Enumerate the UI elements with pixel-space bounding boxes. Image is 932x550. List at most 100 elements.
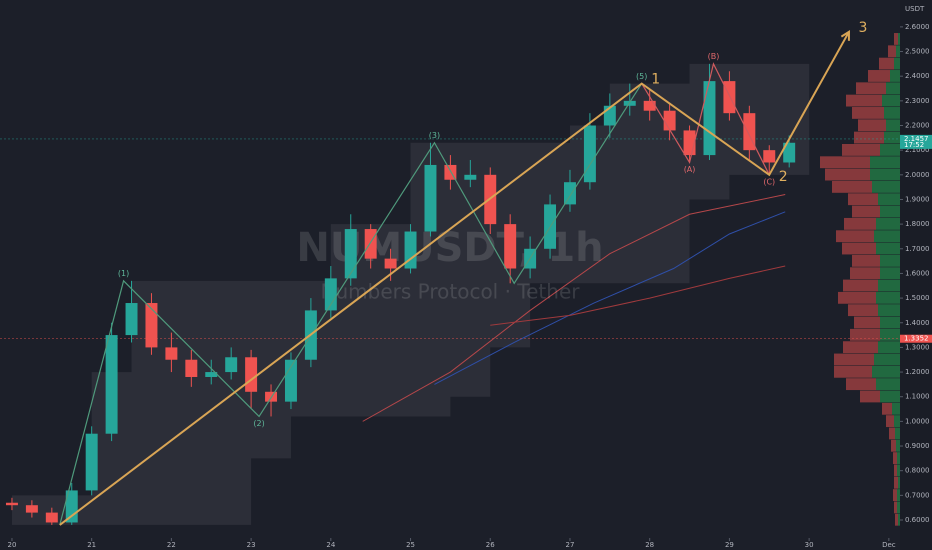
y-tick-label: 1.4000 bbox=[905, 319, 930, 327]
moving-average bbox=[490, 265, 786, 326]
profile-buy bbox=[880, 328, 900, 341]
profile-sell bbox=[879, 57, 894, 70]
profile-buy bbox=[895, 427, 900, 440]
profile-buy bbox=[880, 254, 900, 267]
candle-body bbox=[225, 357, 238, 373]
watermark-title: NUMUSDT, 1h bbox=[296, 225, 603, 271]
profile-buy bbox=[872, 180, 900, 193]
wave-line bbox=[59, 31, 850, 526]
candle-body bbox=[284, 359, 297, 402]
candle-body bbox=[344, 229, 357, 279]
y-tick-label: 0.6000 bbox=[905, 516, 930, 524]
candle-body bbox=[324, 278, 337, 311]
profile-sell bbox=[852, 205, 880, 218]
profile-sell bbox=[894, 501, 897, 514]
profile-buy bbox=[897, 489, 900, 502]
profile-buy bbox=[874, 353, 900, 366]
profile-buy bbox=[878, 341, 900, 354]
candle-body bbox=[424, 164, 437, 232]
profile-buy bbox=[898, 476, 900, 489]
candle-body bbox=[583, 125, 596, 183]
profile-buy bbox=[898, 33, 900, 45]
wave-label: 1 bbox=[651, 72, 660, 88]
wave-label: (3) bbox=[429, 131, 440, 140]
profile-buy bbox=[870, 156, 900, 169]
candle-body bbox=[384, 258, 397, 269]
y-tick-label: 2.5000 bbox=[905, 48, 930, 56]
profile-buy bbox=[876, 378, 900, 391]
candle-body bbox=[743, 113, 756, 151]
profile-buy bbox=[874, 230, 900, 243]
y-tick-label: 2.2000 bbox=[905, 122, 930, 130]
profile-sell bbox=[894, 476, 898, 489]
profile-sell bbox=[843, 341, 878, 354]
profile-buy bbox=[870, 168, 900, 181]
wave-label: 2 bbox=[779, 169, 788, 185]
profile-sell bbox=[893, 489, 897, 502]
candle-body bbox=[723, 81, 736, 114]
profile-buy bbox=[876, 242, 900, 255]
profile-buy bbox=[890, 70, 900, 82]
profile-sell bbox=[848, 193, 878, 206]
wave-arrow-head bbox=[840, 29, 850, 41]
profile-sell bbox=[854, 131, 884, 144]
candle-body bbox=[404, 231, 417, 269]
x-tick-label: 30 bbox=[805, 541, 814, 549]
candle-body bbox=[85, 433, 98, 491]
profile-sell bbox=[846, 378, 876, 391]
profile-buy bbox=[878, 279, 900, 292]
x-tick-label: 25 bbox=[406, 541, 415, 549]
profile-sell bbox=[834, 353, 874, 366]
wave-label: 3 bbox=[859, 20, 868, 36]
wave-label: (5) bbox=[636, 72, 647, 81]
profile-buy bbox=[882, 94, 900, 107]
y-tick-label: 2.0000 bbox=[905, 171, 930, 179]
y-tick-label: 1.8000 bbox=[905, 220, 930, 228]
x-tick-label: 21 bbox=[87, 541, 96, 549]
profile-sell bbox=[850, 328, 880, 341]
x-tick-label: 29 bbox=[725, 541, 734, 549]
y-tick-label: 1.9000 bbox=[905, 195, 930, 203]
wave-label: (A) bbox=[684, 165, 696, 174]
profile-sell bbox=[893, 452, 897, 465]
profile-buy bbox=[886, 119, 900, 132]
profile-buy bbox=[876, 217, 900, 230]
y-unit: USDT bbox=[905, 5, 925, 13]
y-tick-label: 1.2000 bbox=[905, 368, 930, 376]
profile-sell bbox=[852, 254, 880, 267]
profile-buy bbox=[880, 267, 900, 280]
profile-sell bbox=[843, 279, 878, 292]
profile-buy bbox=[884, 131, 900, 144]
profile-sell bbox=[846, 94, 882, 107]
profile-buy bbox=[892, 402, 900, 415]
candle-body bbox=[25, 505, 38, 513]
moving-average bbox=[362, 194, 786, 422]
candle-body bbox=[783, 142, 796, 163]
profile-sell bbox=[848, 304, 878, 317]
price-tag bbox=[900, 134, 932, 149]
profile-buy bbox=[896, 439, 900, 452]
x-tick-label: 22 bbox=[167, 541, 176, 549]
candle-body bbox=[643, 100, 656, 111]
x-tick-label: Dec bbox=[882, 541, 896, 549]
moving-average bbox=[434, 211, 786, 385]
profile-buy bbox=[896, 45, 900, 58]
profile-sell bbox=[825, 168, 870, 181]
profile-sell bbox=[838, 291, 876, 304]
profile-sell bbox=[860, 390, 880, 403]
watermark-subtitle: Numbers Protocol · Tether bbox=[321, 280, 581, 304]
candle-body bbox=[165, 347, 178, 360]
candle-body bbox=[5, 502, 18, 506]
profile-sell bbox=[842, 143, 880, 156]
profile-buy bbox=[876, 291, 900, 304]
profile-buy bbox=[878, 193, 900, 206]
profile-sell bbox=[895, 513, 898, 526]
profile-buy bbox=[897, 501, 900, 514]
candle-body bbox=[205, 372, 218, 377]
wave-line bbox=[59, 83, 643, 526]
profile-sell bbox=[889, 427, 895, 440]
candle-body bbox=[125, 303, 138, 336]
profile-sell bbox=[836, 230, 874, 243]
candle-body bbox=[145, 303, 158, 348]
profile-buy bbox=[880, 205, 900, 218]
